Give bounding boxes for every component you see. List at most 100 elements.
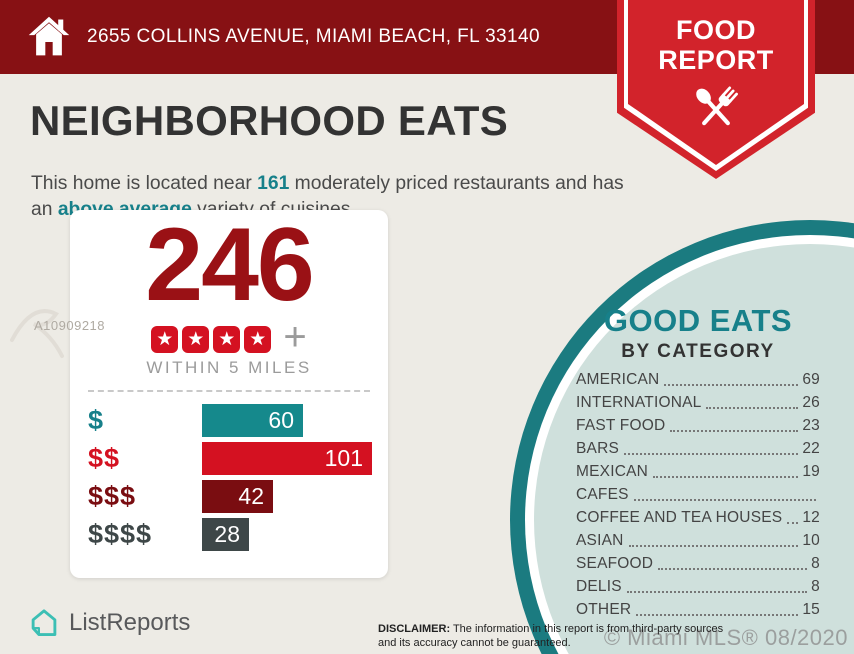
category-name: DELIS bbox=[576, 578, 622, 595]
dotted-leader bbox=[664, 384, 799, 386]
brand-name: ListReports bbox=[69, 609, 191, 636]
dashed-divider bbox=[88, 390, 370, 392]
star-badge: ★ bbox=[182, 326, 210, 353]
star-icon: ★ bbox=[156, 329, 174, 350]
price-bar-chart: $60 $$ 101 $$$ 42 $$$$ 28 bbox=[88, 404, 374, 556]
good-eats-subtitle: BY CATEGORY bbox=[621, 341, 775, 362]
star-icon: ★ bbox=[187, 329, 205, 350]
price-tier-label: $$$$ bbox=[88, 519, 153, 549]
category-row: AMERICAN 69 bbox=[576, 366, 820, 389]
category-value: 8 bbox=[811, 578, 820, 595]
category-value: 69 bbox=[802, 371, 820, 388]
bar-row: $$ 101 bbox=[88, 442, 374, 475]
category-row: BARS 22 bbox=[576, 435, 820, 458]
category-row: COFFEE AND TEA HOUSES 12 bbox=[576, 504, 820, 527]
dotted-leader bbox=[626, 591, 808, 593]
ribbon-title-line2: REPORT bbox=[658, 45, 774, 76]
mls-copyright-watermark: © Miami MLS® 08/2020 bbox=[603, 625, 848, 650]
intro-part1: This home is located near bbox=[31, 173, 258, 195]
star-badge: ★ bbox=[244, 326, 272, 353]
bar: 42 bbox=[202, 480, 273, 513]
bar-value: 60 bbox=[268, 407, 294, 433]
star-badge: ★ bbox=[213, 326, 241, 353]
dotted-leader bbox=[636, 614, 799, 616]
category-name: OTHER bbox=[576, 601, 632, 618]
bar-track: 60 bbox=[202, 404, 374, 437]
category-row: ASIAN 10 bbox=[576, 527, 820, 550]
restaurant-count-inline: 161 bbox=[257, 173, 290, 195]
price-tier-label: $ bbox=[88, 405, 105, 435]
bar-track: 28 bbox=[202, 518, 374, 551]
category-list: AMERICAN 69 INTERNATIONAL 26 FAST FOOD 23 BARS… bbox=[576, 366, 820, 619]
ribbon-title: FOOD REPORT bbox=[617, 15, 815, 75]
category-name: INTERNATIONAL bbox=[576, 394, 702, 411]
dotted-leader bbox=[653, 476, 799, 478]
category-name: MEXICAN bbox=[576, 463, 649, 480]
category-value: 10 bbox=[802, 532, 820, 549]
bar: 101 bbox=[202, 442, 372, 475]
plus-icon: + bbox=[283, 315, 307, 359]
fork-and-spoon-icon bbox=[696, 86, 738, 126]
bar-row: $60 bbox=[88, 404, 374, 437]
bar: 28 bbox=[202, 518, 249, 551]
listreports-logo-icon bbox=[31, 609, 57, 636]
dotted-leader bbox=[670, 430, 799, 432]
star-icon: ★ bbox=[218, 329, 236, 350]
category-row: FAST FOOD 23 bbox=[576, 412, 820, 435]
category-value: 23 bbox=[802, 417, 820, 434]
star-icon: ★ bbox=[249, 329, 267, 350]
category-name: CAFES bbox=[576, 486, 629, 503]
dotted-leader bbox=[787, 522, 799, 524]
category-value: 19 bbox=[802, 463, 820, 480]
mls-watermark-graphic bbox=[10, 309, 64, 358]
category-name: COFFEE AND TEA HOUSES bbox=[576, 509, 783, 526]
home-icon bbox=[28, 16, 70, 56]
category-value: 26 bbox=[802, 394, 820, 411]
dotted-leader bbox=[706, 407, 799, 409]
restaurant-total-count: 246 bbox=[145, 206, 315, 323]
category-row: OTHER 15 bbox=[576, 596, 820, 619]
bar-track: 42 bbox=[202, 480, 374, 513]
dotted-leader bbox=[633, 499, 816, 501]
bar-value: 101 bbox=[324, 445, 363, 471]
category-row: CAFES bbox=[576, 481, 820, 504]
category-row: INTERNATIONAL 26 bbox=[576, 389, 820, 412]
bar-track: 101 bbox=[202, 442, 374, 475]
category-name: FAST FOOD bbox=[576, 417, 666, 434]
bar-value: 28 bbox=[214, 521, 240, 547]
category-row: MEXICAN 19 bbox=[576, 458, 820, 481]
property-address: 2655 COLLINS AVENUE, MIAMI BEACH, FL 331… bbox=[87, 26, 540, 47]
category-row: SEAFOOD 8 bbox=[576, 550, 820, 573]
dotted-leader bbox=[628, 545, 799, 547]
food-report-ribbon: FOOD REPORT bbox=[617, 0, 815, 179]
bar: 60 bbox=[202, 404, 303, 437]
category-row: DELIS 8 bbox=[576, 573, 820, 596]
disclaimer-label: DISCLAIMER: bbox=[378, 623, 451, 635]
price-tier-label: $$ bbox=[88, 443, 121, 473]
category-name: SEAFOOD bbox=[576, 555, 654, 572]
good-eats-title: GOOD EATS bbox=[603, 303, 793, 338]
radius-label: WITHIN 5 MILES bbox=[146, 358, 312, 377]
ribbon-content: FOOD REPORT bbox=[617, 15, 815, 145]
category-name: AMERICAN bbox=[576, 371, 660, 388]
dotted-leader bbox=[658, 568, 808, 570]
star-rating: ★ ★ ★ ★ + bbox=[70, 317, 388, 357]
price-tier-label: $$$ bbox=[88, 481, 137, 511]
bar-row: $$$ 42 bbox=[88, 480, 374, 513]
category-value: 22 bbox=[802, 440, 820, 457]
bar-row: $$$$ 28 bbox=[88, 518, 374, 551]
page-title: NEIGHBORHOOD EATS bbox=[30, 97, 509, 144]
star-badge: ★ bbox=[151, 326, 179, 353]
category-name: ASIAN bbox=[576, 532, 624, 549]
good-eats-heading: GOOD EATS BY CATEGORY bbox=[568, 303, 828, 363]
disclaimer-body: The information in this report is from t… bbox=[378, 623, 724, 650]
intro-part2: moderately priced restaurants and has an bbox=[31, 173, 624, 220]
category-value: 12 bbox=[802, 509, 820, 526]
category-value: 8 bbox=[811, 555, 820, 572]
category-value: 15 bbox=[802, 601, 820, 618]
listreports-brand: ListReports bbox=[28, 607, 190, 639]
photo-id-watermark: A10909218 bbox=[34, 318, 106, 333]
summary-card: 246 ★ ★ ★ ★ + WITHIN 5 MILES $60 $$ 101 $$$ 42 $$… bbox=[70, 206, 388, 578]
dotted-leader bbox=[624, 453, 799, 455]
